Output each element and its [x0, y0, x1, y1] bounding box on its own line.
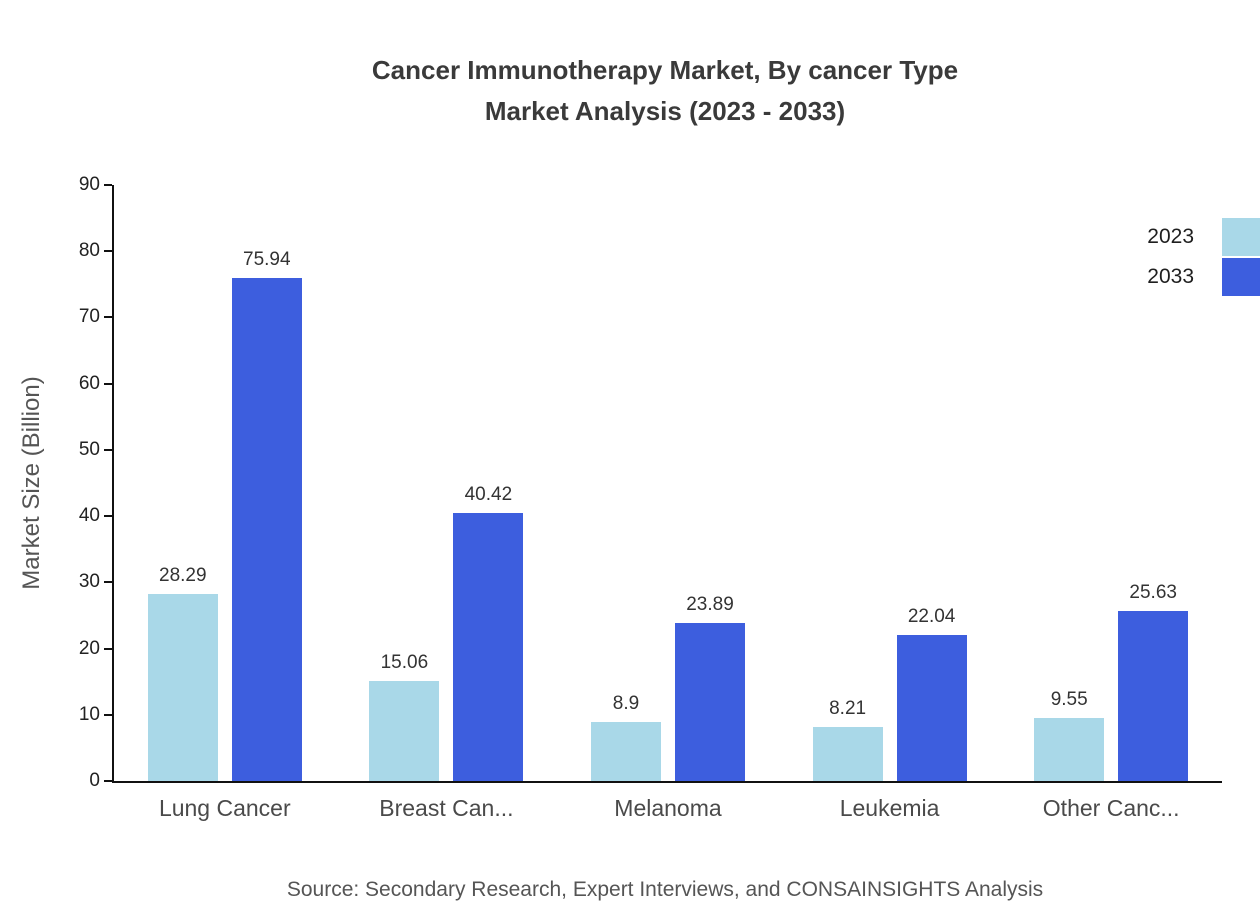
y-tick-mark: [104, 316, 112, 319]
plot-area: 0 10 20 30 40 50 60 70 80 90 28.29 75.94 15.06 40.42…: [79, 174, 1222, 821]
legend-swatch: [1222, 218, 1260, 256]
chart-title-line2: Market Analysis (2023 - 2033): [484, 96, 846, 126]
x-category-label: Lung Cancer: [158, 795, 291, 821]
legend: 2023 2033: [1147, 218, 1260, 296]
y-tick-label: 70: [78, 306, 100, 328]
y-tick-label: 40: [78, 505, 100, 527]
bar-2023: [147, 593, 218, 781]
y-tick-label: 60: [78, 372, 100, 394]
y-tick-mark: [104, 250, 112, 253]
y-tick-label: 80: [78, 240, 100, 262]
y-tick-label: 10: [78, 703, 100, 725]
bar-value-label: 15.06: [380, 652, 429, 674]
y-axis-title: Market Size (Billion): [18, 376, 45, 590]
bar-2033: [453, 513, 524, 781]
bar-value-label: 75.94: [243, 249, 291, 271]
y-tick-mark: [104, 581, 112, 584]
bar-2033: [1118, 611, 1189, 781]
y-tick-mark: [104, 448, 112, 451]
x-axis-labels: Lung Cancer Breast Can... Melanoma Leukemia…: [114, 185, 1222, 821]
source-note: Source: Secondary Research, Expert Inter…: [286, 878, 1044, 901]
y-axis-ticks: 0 10 20 30 40 50 60 70 80 90: [79, 174, 1222, 791]
bar-2023: [591, 722, 661, 781]
y-tick-label: 90: [78, 174, 100, 195]
bar-value-label: 8.9: [612, 693, 640, 715]
bar-value-label: 25.63: [1129, 582, 1177, 604]
y-tick-mark: [104, 515, 112, 518]
bar-2033: [896, 635, 967, 781]
y-tick-mark: [104, 647, 112, 650]
x-category-label: Other Canc...: [1042, 795, 1180, 821]
legend-item: 2023: [1147, 218, 1260, 256]
y-tick-mark: [104, 184, 112, 186]
bar-2033: [675, 622, 745, 781]
bar-2023: [812, 726, 883, 781]
y-tick-label: 50: [78, 438, 100, 460]
y-tick-label: 0: [89, 770, 100, 791]
y-tick-mark: [104, 780, 112, 782]
bar-2023: [369, 681, 440, 781]
x-category-label: Melanoma: [614, 795, 722, 821]
y-tick-mark: [104, 382, 112, 385]
bar-value-label: 22.04: [907, 606, 956, 628]
y-tick-mark: [104, 713, 112, 716]
y-tick-label: 20: [78, 637, 100, 659]
bars-layer: 28.29 75.94 15.06 40.42 8.9 23.89 8.21 22.04 9.5…: [114, 185, 1222, 781]
legend-label: 2023: [1147, 225, 1194, 248]
bar-value-label: 9.55: [1050, 688, 1088, 710]
bar-value-label: 28.29: [159, 564, 207, 586]
legend-item: 2033: [1147, 258, 1260, 296]
x-category-label: Leukemia: [839, 795, 940, 821]
legend-swatch: [1222, 258, 1260, 296]
y-tick-label: 30: [78, 571, 100, 593]
bar-2023: [1034, 717, 1105, 781]
bar-value-label: 40.42: [464, 484, 513, 506]
chart-title-line1: Cancer Immunotherapy Market, By cancer T…: [371, 55, 959, 85]
legend-label: 2033: [1147, 265, 1194, 288]
chart-title: Cancer Immunotherapy Market, By cancer T…: [110, 50, 1220, 132]
bar-value-label: 8.21: [829, 697, 867, 719]
x-category-label: Breast Can...: [379, 795, 514, 821]
bar-2033: [231, 278, 302, 781]
bar-value-label: 23.89: [686, 593, 734, 615]
